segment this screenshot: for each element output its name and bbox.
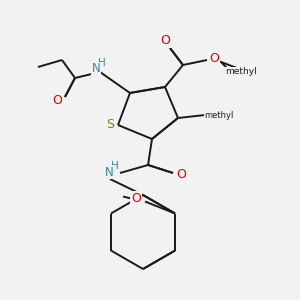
Text: H: H bbox=[111, 161, 119, 171]
Text: O: O bbox=[131, 192, 141, 205]
Text: O: O bbox=[176, 169, 186, 182]
Text: N: N bbox=[105, 166, 113, 178]
Text: N: N bbox=[92, 62, 100, 76]
Text: methyl: methyl bbox=[225, 68, 257, 76]
Text: methyl: methyl bbox=[204, 110, 234, 119]
Text: S: S bbox=[106, 118, 114, 131]
Text: O: O bbox=[209, 52, 219, 65]
Text: O: O bbox=[160, 34, 170, 47]
Text: H: H bbox=[98, 58, 106, 68]
Text: O: O bbox=[52, 94, 62, 106]
